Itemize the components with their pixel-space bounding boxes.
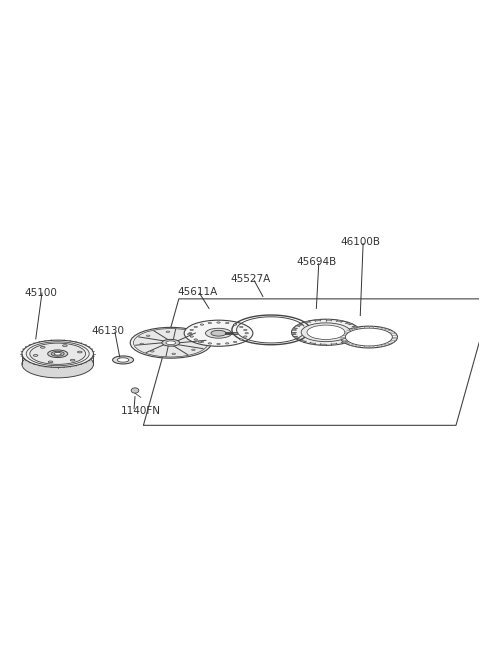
Ellipse shape — [244, 329, 247, 331]
Ellipse shape — [62, 345, 67, 346]
Text: 45100: 45100 — [24, 288, 57, 298]
Ellipse shape — [226, 343, 229, 344]
Polygon shape — [352, 326, 358, 328]
Ellipse shape — [51, 351, 64, 356]
Ellipse shape — [77, 351, 82, 353]
Polygon shape — [326, 319, 332, 321]
Ellipse shape — [240, 339, 243, 340]
Ellipse shape — [54, 352, 61, 355]
Ellipse shape — [113, 356, 133, 364]
Ellipse shape — [233, 341, 237, 343]
Ellipse shape — [346, 328, 392, 346]
Ellipse shape — [184, 320, 253, 346]
Ellipse shape — [200, 341, 204, 343]
Ellipse shape — [194, 326, 197, 328]
Ellipse shape — [146, 335, 150, 337]
Ellipse shape — [133, 329, 208, 357]
Ellipse shape — [301, 323, 350, 342]
Ellipse shape — [131, 388, 139, 393]
Ellipse shape — [233, 324, 237, 326]
Ellipse shape — [166, 341, 176, 345]
Ellipse shape — [22, 350, 94, 378]
Ellipse shape — [194, 339, 197, 340]
Ellipse shape — [211, 330, 226, 336]
Ellipse shape — [26, 342, 89, 365]
Polygon shape — [356, 330, 360, 332]
Polygon shape — [336, 320, 343, 322]
Ellipse shape — [48, 350, 68, 358]
Polygon shape — [354, 334, 360, 337]
Ellipse shape — [217, 322, 220, 323]
Ellipse shape — [162, 339, 180, 346]
Ellipse shape — [33, 354, 38, 356]
Ellipse shape — [217, 343, 220, 345]
Text: 45527A: 45527A — [230, 274, 271, 284]
Ellipse shape — [192, 349, 195, 350]
Ellipse shape — [244, 336, 247, 337]
Ellipse shape — [291, 319, 360, 345]
Polygon shape — [345, 322, 352, 325]
Ellipse shape — [151, 350, 154, 352]
Ellipse shape — [208, 322, 212, 324]
Ellipse shape — [245, 333, 249, 334]
Ellipse shape — [172, 353, 176, 354]
Polygon shape — [349, 338, 356, 341]
Ellipse shape — [198, 341, 202, 343]
Ellipse shape — [190, 329, 193, 331]
Polygon shape — [296, 324, 303, 327]
Ellipse shape — [40, 346, 45, 348]
Text: 46100B: 46100B — [340, 236, 380, 246]
Polygon shape — [291, 332, 296, 335]
Text: 45611A: 45611A — [177, 287, 217, 297]
Ellipse shape — [240, 326, 243, 328]
Polygon shape — [292, 328, 298, 330]
Ellipse shape — [226, 322, 229, 324]
Ellipse shape — [205, 328, 231, 338]
Polygon shape — [309, 342, 315, 345]
Ellipse shape — [190, 336, 193, 337]
Polygon shape — [294, 336, 300, 339]
Polygon shape — [320, 344, 326, 345]
Ellipse shape — [140, 343, 144, 345]
Ellipse shape — [188, 333, 191, 335]
Polygon shape — [331, 343, 337, 345]
Ellipse shape — [22, 340, 94, 367]
Ellipse shape — [307, 325, 345, 339]
Text: 1140FN: 1140FN — [120, 406, 161, 416]
Ellipse shape — [166, 331, 170, 333]
Ellipse shape — [200, 324, 204, 326]
Ellipse shape — [233, 332, 238, 334]
Polygon shape — [304, 321, 311, 324]
Text: 46130: 46130 — [91, 326, 124, 336]
Text: 45694B: 45694B — [296, 257, 336, 267]
Ellipse shape — [70, 360, 75, 361]
Ellipse shape — [30, 343, 85, 364]
Polygon shape — [314, 320, 321, 322]
Ellipse shape — [48, 361, 53, 363]
Ellipse shape — [189, 333, 192, 334]
Ellipse shape — [340, 326, 397, 348]
Polygon shape — [341, 341, 348, 344]
Polygon shape — [300, 340, 306, 343]
Ellipse shape — [208, 343, 212, 344]
Ellipse shape — [117, 358, 129, 362]
Ellipse shape — [130, 328, 211, 358]
